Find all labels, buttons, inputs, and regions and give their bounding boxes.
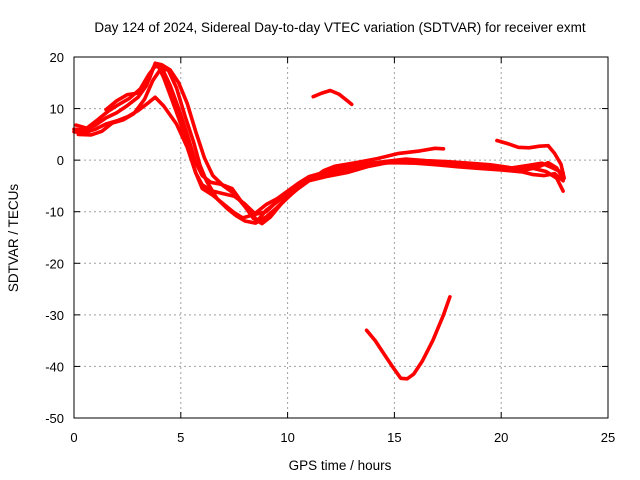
axis-ticks: 0 5 10 15 20 25 -50 -40 -30 -20 -10 0 10 20: [45, 50, 615, 445]
y-tick-label: -40: [45, 359, 64, 374]
y-tick-label: 10: [50, 102, 64, 117]
y-tick-label: 0: [57, 153, 64, 168]
y-tick-label: -20: [45, 256, 64, 271]
x-tick-label: 25: [601, 430, 615, 445]
series-line-track-4: [76, 67, 565, 225]
x-axis-label: GPS time / hours: [289, 458, 392, 473]
series-line-track-5: [104, 61, 446, 226]
x-tick-label: 15: [387, 430, 401, 445]
y-tick-label: -50: [45, 411, 64, 426]
series-line-track-7: [311, 88, 354, 107]
chart-title: Day 124 of 2024, Sidereal Day-to-day VTE…: [94, 20, 585, 35]
y-tick-label: -30: [45, 308, 64, 323]
x-tick-label: 0: [70, 430, 77, 445]
y-axis-label: SDTVAR / TECUs: [6, 184, 21, 293]
data-series: [72, 61, 566, 381]
y-tick-label: -10: [45, 205, 64, 220]
series-line-track-1: [72, 95, 565, 220]
plot-frame: [73, 56, 609, 419]
x-tick-label: 5: [177, 430, 184, 445]
grid-lines: [74, 57, 608, 418]
series-line-track-6: [495, 138, 566, 180]
x-tick-label: 10: [280, 430, 294, 445]
y-tick-label: 20: [50, 50, 64, 65]
series-line-track-8: [364, 295, 452, 381]
x-tick-label: 20: [494, 430, 508, 445]
series-line-track-2: [72, 62, 565, 217]
